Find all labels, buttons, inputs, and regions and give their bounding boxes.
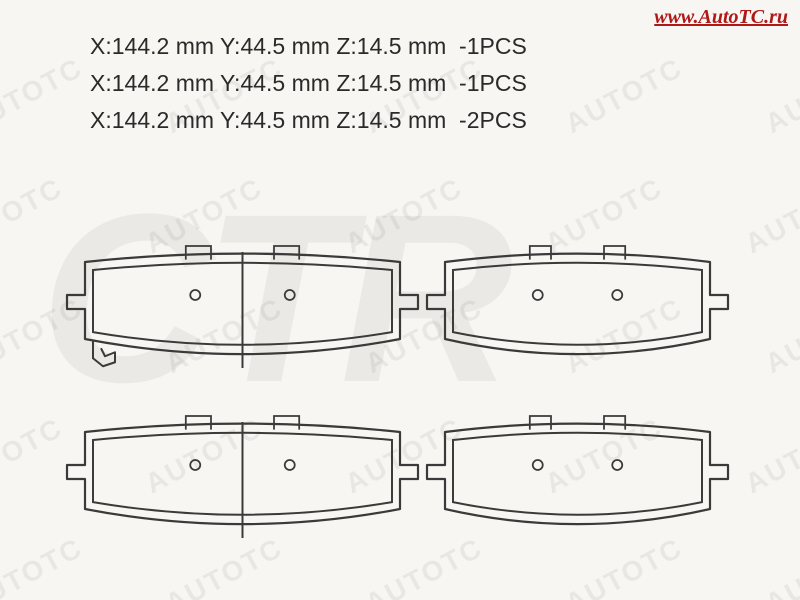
brake-pad-diagram [0,0,800,600]
